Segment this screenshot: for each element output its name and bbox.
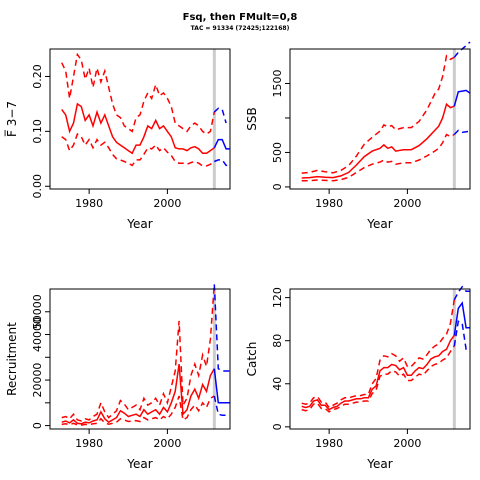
recruitment-series-historic-lower [61, 395, 215, 426]
fbar-series-forecast-median [213, 138, 230, 150]
ssb-y-axis: 0 500 1500 SSB [245, 69, 291, 190]
fbar-series-historic-median [61, 102, 215, 155]
recruitment-y-tick-label: 0 [31, 422, 44, 429]
figure-title: Fsq, then FMult=0,8 [183, 12, 298, 23]
fbar-series-historic-lower [61, 132, 215, 167]
fbar-y-axis-label: F̅ 3−7 [4, 101, 19, 137]
recruitment-x-tick-label: 2000 [153, 437, 181, 450]
catch-y-tick-label: 120 [271, 287, 284, 308]
recruitment-y-tick-label: 40000 [31, 317, 44, 352]
ssb-series-forecast-lower [453, 129, 471, 136]
ssb-y-tick-label: 500 [271, 142, 284, 163]
recruitment-series-forecast-upper [213, 284, 230, 372]
figure-subtitle: TAC = 91334 (72425;122168) [191, 25, 290, 32]
catch-series-historic-median [301, 334, 455, 411]
recruitment-y-tick-label: 20000 [31, 363, 44, 398]
fbar-plot-frame [49, 48, 231, 190]
recruitment-y-tick-label: 50000 [31, 294, 44, 329]
fbar-y-tick-label: 0.20 [31, 64, 44, 89]
recruitment-y-axis-label: Recruitment [5, 322, 19, 396]
ssb-series-forecast-upper [453, 41, 471, 58]
catch-series-forecast-median [453, 301, 470, 336]
recruitment-plot-frame [49, 288, 231, 430]
recruitment-series-historic-upper [61, 284, 216, 422]
catch-y-axis: 0 40 80 120 Catch [245, 287, 291, 430]
ssb-series-historic-lower [301, 133, 455, 182]
ssb-series-historic-upper [301, 54, 455, 174]
ssb-x-axis-label: Year [366, 217, 392, 231]
catch-y-tick-label: 0 [271, 423, 284, 430]
fbar-y-tick-label: 0.00 [31, 174, 44, 199]
catch-series-forecast-upper [453, 285, 470, 301]
ssb-plot-frame [289, 48, 471, 190]
ssb-x-tick-label: 2000 [393, 197, 421, 210]
fbar-x-tick-label: 1980 [75, 197, 103, 210]
ssb-x-tick-label: 1980 [315, 197, 343, 210]
ssb-series-historic-median [301, 102, 455, 179]
fbar-series-forecast-lower [214, 159, 230, 167]
ssb-y-axis-label: SSB [245, 107, 259, 130]
recruitment-x-axis-label: Year [126, 457, 152, 471]
ssb-y-tick-label: 0 [271, 183, 284, 190]
catch-x-tick-label: 2000 [393, 437, 421, 450]
fbar-y-tick-label: 0.10 [31, 119, 44, 144]
catch-plot-frame [289, 288, 471, 430]
recruitment-x-tick-label: 1980 [75, 437, 103, 450]
ssb-series-forecast-median [453, 89, 471, 107]
catch-series-forecast-lower [453, 320, 470, 351]
ssb-y-tick-label: 1500 [271, 69, 284, 97]
fbar-series-historic-upper [61, 52, 216, 136]
fbar-x-axis-label: Year [126, 217, 152, 231]
recruitment-series-forecast-median [213, 368, 230, 404]
catch-x-tick-label: 1980 [315, 437, 343, 450]
fbar-x-tick-label: 2000 [153, 197, 181, 210]
catch-series-historic-upper [301, 299, 456, 409]
catch-series-historic-lower [301, 345, 455, 413]
fbar-y-axis: 0.00 0.10 0.20 F̅ 3−7 [4, 64, 51, 199]
recruitment-series-forecast-lower [213, 395, 230, 417]
fbar-series-forecast-upper [213, 107, 227, 124]
catch-y-tick-label: 80 [271, 334, 284, 348]
recruitment-series-historic-median [61, 363, 215, 425]
catch-y-axis-label: Catch [245, 342, 259, 377]
catch-x-axis-label: Year [366, 457, 392, 471]
catch-y-tick-label: 40 [271, 377, 284, 391]
